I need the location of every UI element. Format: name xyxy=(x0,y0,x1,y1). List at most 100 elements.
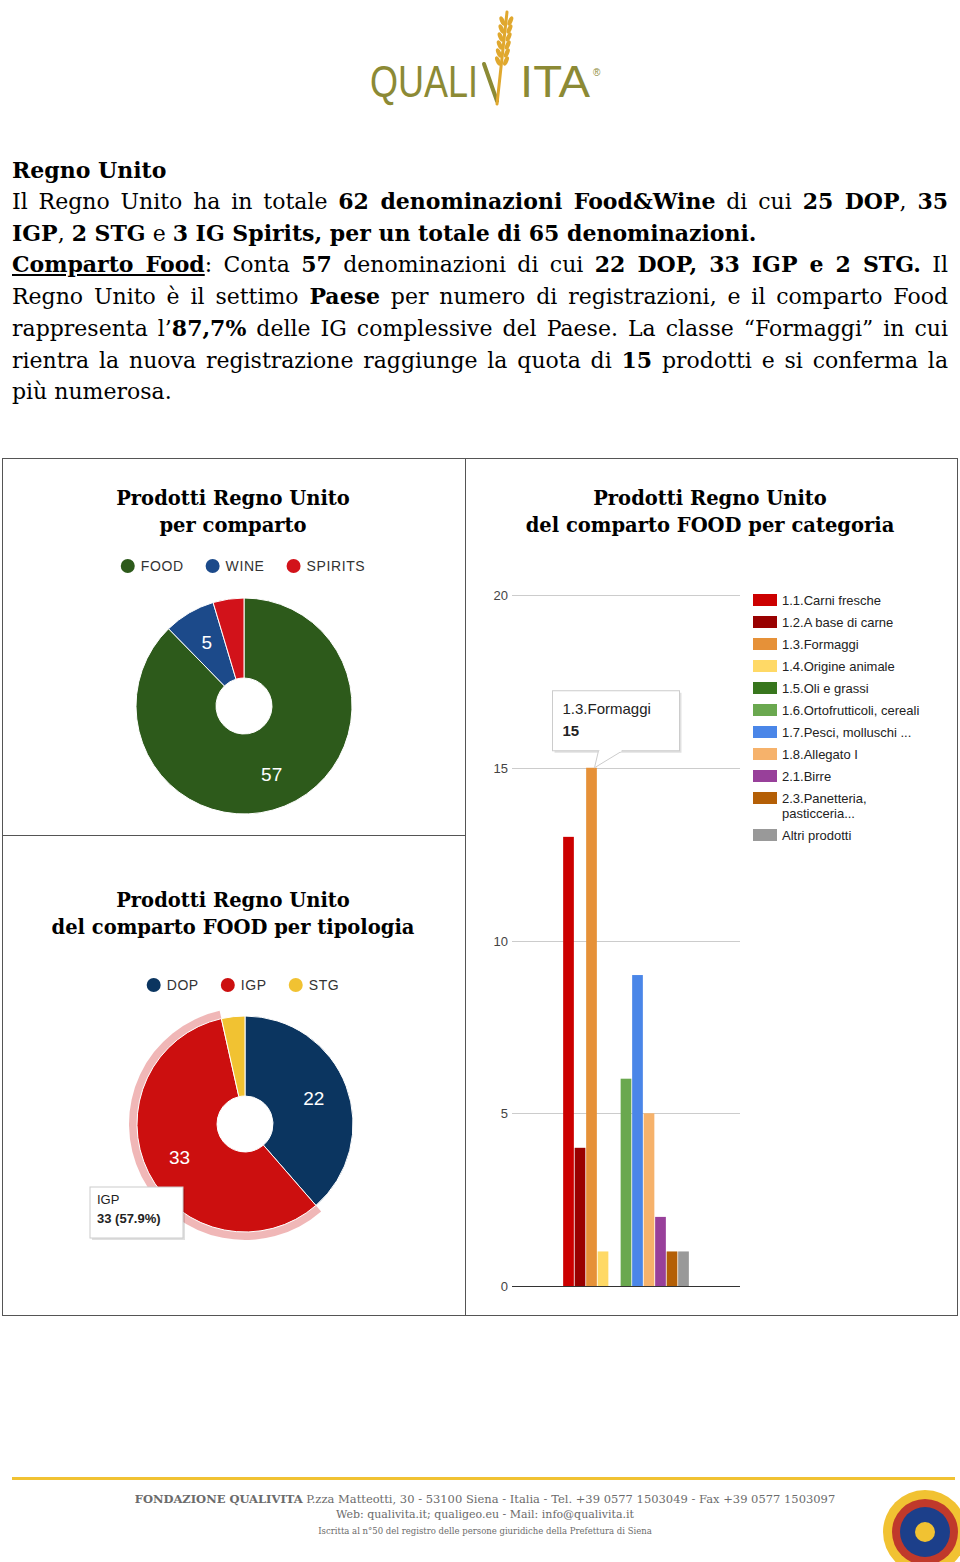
pie-chart: Prodotti Regno Unito del comparto FOOD pe… xyxy=(52,889,415,1241)
frame-divider xyxy=(465,458,466,1316)
bar-chart: Prodotti Regno Unitodel comparto FOOD pe… xyxy=(494,487,895,1295)
tooltip: IGP33 (57.9%) xyxy=(90,1187,185,1240)
footer-seal xyxy=(883,1490,960,1562)
pie-slice xyxy=(136,598,352,814)
legend-label: Altri prodotti xyxy=(782,828,851,843)
chart-title: del comparto FOOD per tipologia xyxy=(52,916,415,939)
legend-label: DOP xyxy=(167,977,199,993)
legend-label: FOOD xyxy=(141,558,184,574)
legend-label: 2.3.Panetteria, pasticceria... xyxy=(782,791,932,821)
chart-title: Prodotti Regno Unito xyxy=(593,487,827,510)
legend-item: 1.3.Formaggi xyxy=(753,637,953,652)
tick-label: 10 xyxy=(494,934,508,949)
chart-title: Prodotti Regno Unito xyxy=(116,889,350,912)
legend-swatch xyxy=(753,682,777,694)
slice-label: 22 xyxy=(303,1088,324,1109)
text-run: 57 xyxy=(301,251,332,277)
bar xyxy=(655,1217,666,1286)
legend-swatch xyxy=(753,770,777,782)
legend-swatch xyxy=(753,660,777,672)
tick-label: 5 xyxy=(501,1106,508,1121)
legend: 1.1.Carni fresche 1.2.A base di carne 1.3.… xyxy=(753,593,953,843)
legend-label: 1.5.Oli e grassi xyxy=(782,681,869,696)
bar xyxy=(678,1251,689,1286)
text-block: Regno UnitoIl Regno Unito ha in totale 6… xyxy=(12,155,948,407)
text-run: 87,7% xyxy=(172,315,247,341)
seal-center xyxy=(900,1507,950,1557)
footer-run: Iscritta al n°50 del registro delle pers… xyxy=(318,1526,652,1536)
legend-item: 2.3.Panetteria, pasticceria... xyxy=(753,791,953,821)
legend-swatch xyxy=(753,704,777,716)
frame-divider xyxy=(2,835,465,836)
slice-label: 5 xyxy=(201,632,212,653)
text-run: Il Regno Unito ha in totale xyxy=(12,189,338,214)
legend-item: 1.4.Origine animale xyxy=(753,659,953,674)
logo-grain xyxy=(494,56,502,67)
pie-chart: Prodotti Regno Unitoper compartoFOODWINE… xyxy=(116,487,365,815)
text-run: 3 IG Spirits, per un totale di 65 denomi… xyxy=(173,220,757,246)
tooltip-box xyxy=(90,1187,183,1238)
bars xyxy=(563,768,689,1286)
heading: Regno Unito xyxy=(12,155,948,186)
tooltip-text: IGP xyxy=(97,1192,119,1207)
legend-swatch xyxy=(753,594,777,606)
footer-line: Iscritta al n°50 del registro delle pers… xyxy=(5,1524,960,1538)
tick-label: 0 xyxy=(501,1279,508,1294)
logo-wheat xyxy=(484,64,497,101)
legend-label: 1.4.Origine animale xyxy=(782,659,895,674)
bar xyxy=(598,1251,609,1286)
text-run: denominazioni di cui xyxy=(332,252,595,277)
text-run: , xyxy=(900,189,918,214)
text-run: Comparto Food xyxy=(12,251,205,277)
legend-label: WINE xyxy=(226,558,265,574)
legend-swatch xyxy=(121,559,135,573)
page: QUALIITA® Prodotti Regno Unito per compart… xyxy=(0,0,960,1562)
text-run: 22 DOP, 33 IGP e 2 STG. xyxy=(595,251,921,277)
legend-swatch xyxy=(287,559,301,573)
legend-item: 1.5.Oli e grassi xyxy=(753,681,953,696)
seal-ring xyxy=(883,1490,960,1562)
legend-swatch xyxy=(753,616,777,628)
logo-mark: ® xyxy=(593,67,601,78)
slice-label: 57 xyxy=(261,764,282,785)
footer-rule xyxy=(12,1477,955,1480)
tooltip-box xyxy=(553,691,680,751)
baseline xyxy=(512,1286,740,1287)
logo-text: ITA xyxy=(520,57,591,106)
legend-swatch xyxy=(289,978,303,992)
legend-label: 1.8.Allegato I xyxy=(782,747,858,762)
pie-slice xyxy=(213,598,244,679)
tooltip-text: 1.3.Formaggi xyxy=(563,700,651,717)
legend-label: 1.1.Carni fresche xyxy=(782,593,881,608)
legend-label: IGP xyxy=(241,977,267,993)
bar xyxy=(586,768,597,1286)
legend-label: 1.2.A base di carne xyxy=(782,615,893,630)
chart-title: per comparto xyxy=(159,514,306,537)
footer-line: Web: qualivita.it; qualigeo.eu - Mail: i… xyxy=(5,1508,960,1522)
chart-frame xyxy=(2,458,958,1316)
grid-line xyxy=(512,768,740,769)
bar xyxy=(644,1113,655,1286)
footer-run: P.zza Matteotti, 30 - 53100 Siena - Ital… xyxy=(303,1492,836,1506)
text-run: 15 xyxy=(622,347,653,373)
legend: FOODWINESPIRITS xyxy=(121,558,365,574)
grid-line xyxy=(512,941,740,942)
slice-label: 33 xyxy=(169,1147,190,1168)
pie-slice xyxy=(221,1016,245,1097)
logo: QUALIITA® xyxy=(370,12,601,106)
legend-swatch xyxy=(753,829,777,841)
legend-swatch xyxy=(753,638,777,650)
text-run: : Conta xyxy=(205,252,301,277)
legend-swatch xyxy=(753,748,777,760)
text-run: 2 STG xyxy=(72,220,146,246)
legend-label: 1.3.Formaggi xyxy=(782,637,859,652)
legend-swatch xyxy=(753,726,777,738)
seal-ring xyxy=(892,1499,958,1562)
legend: DOPIGPSTG xyxy=(147,977,340,993)
text-run: Paese xyxy=(309,283,380,309)
legend-item: Altri prodotti xyxy=(753,828,953,843)
frame-border xyxy=(3,459,958,1316)
tooltip-pointer-base xyxy=(600,750,622,752)
tick-label: 20 xyxy=(494,588,508,603)
bar xyxy=(621,1079,632,1286)
